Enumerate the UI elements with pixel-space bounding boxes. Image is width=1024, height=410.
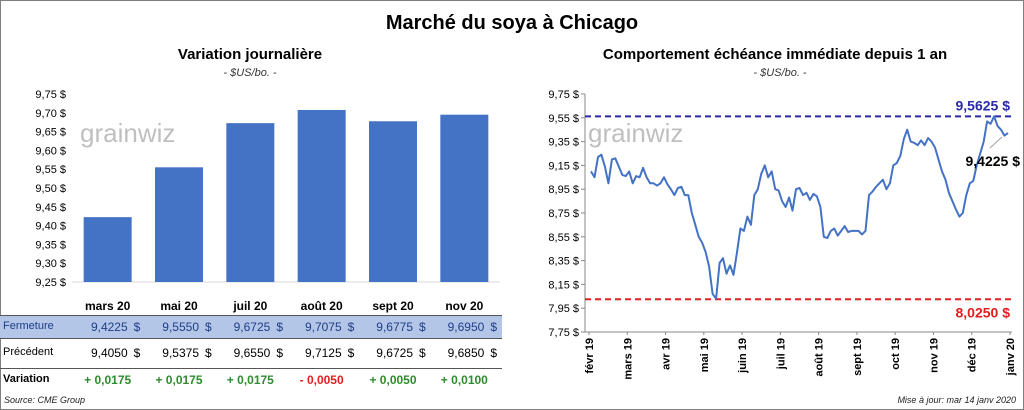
currency-symbol: $	[347, 320, 355, 334]
table-cell: + 0,0100	[440, 373, 488, 387]
currency-symbol: $	[276, 320, 284, 334]
table-cell: 9,7125	[304, 346, 342, 360]
table-cell: 9,6950	[447, 320, 485, 334]
left-chart-unit: - $US/bo. -	[223, 67, 277, 79]
precedent-label: Précédent	[3, 346, 54, 358]
bar	[369, 121, 417, 282]
left-chart-title: Variation journalière	[177, 46, 323, 63]
right-chart-unit: - $US/bo. -	[753, 67, 807, 79]
main-title: Marché du soya à Chicago	[385, 12, 639, 34]
table-cell: 9,5550	[162, 320, 199, 334]
table-cell: 9,7075	[304, 320, 342, 334]
y-tick-label: 9,70 $	[35, 108, 66, 120]
currency-symbol: $	[205, 346, 212, 360]
table-row-fermeture: Fermeture $9,4225 $9,5550 $9,6725 $9,7075 $9…	[0, 315, 502, 339]
fermeture-label: Fermeture	[3, 320, 54, 332]
table-row-variation: Variation + 0,0175 + 0,0175 + 0,0175 - 0,00…	[0, 368, 502, 391]
currency-symbol: $	[419, 346, 426, 360]
table-cell: + 0,0175	[155, 373, 203, 387]
month-label: mai 20	[160, 299, 198, 313]
table-row-precedent: Précédent $9,4050 $9,5375 $9,6550 $9,7125 $9…	[0, 342, 502, 364]
y-tick-label: 9,30 $	[35, 258, 66, 270]
table-cell: 9,6725	[233, 320, 271, 334]
bar	[440, 114, 489, 283]
y-tick-label: 9,35 $	[35, 239, 66, 251]
currency-symbol: $	[133, 320, 141, 334]
currency-symbol: $	[205, 320, 212, 334]
watermark-left: grainwiz	[80, 118, 175, 148]
table-cell: 9,6725	[376, 346, 413, 360]
table-cell: + 0,0175	[226, 373, 274, 387]
table-cell: + 0,0175	[84, 373, 132, 387]
table-cell: - 0,0050	[299, 373, 344, 387]
variation-label: Variation	[3, 373, 50, 385]
currency-symbol: $	[419, 320, 426, 334]
month-label: mars 20	[84, 299, 131, 313]
currency-symbol: $	[133, 346, 141, 360]
bar	[297, 109, 346, 282]
bar	[226, 123, 275, 282]
currency-symbol: $	[490, 346, 498, 360]
y-tick-label: 9,65 $	[35, 127, 66, 139]
update-note: Mise à jour: mar 14 janv 2020	[897, 395, 1016, 405]
y-tick-label: 9,25 $	[35, 277, 66, 289]
source-note: Source: CME Group	[4, 395, 86, 405]
bar-chart: grainwiz 9,75 $ 9,70 $ 9,65 $ 9,60 $ 9,55 $ 9,…	[35, 89, 500, 289]
month-label: août 20	[300, 299, 343, 313]
month-label: juil 20	[233, 299, 268, 313]
table-cell: 9,6850	[447, 346, 485, 360]
currency-symbol: $	[490, 320, 498, 334]
table-cell: + 0,0050	[369, 373, 417, 387]
table-cell: 9,4050	[90, 346, 128, 360]
y-tick-label: 9,55 $	[35, 164, 66, 176]
currency-symbol: $	[347, 346, 355, 360]
bar	[155, 167, 203, 282]
bar	[83, 217, 132, 282]
table-cell: 9,5375	[162, 346, 199, 360]
table-cell: 9,4225	[90, 320, 128, 334]
y-tick-label: 9,75 $	[35, 89, 66, 101]
y-tick-label: 9,60 $	[35, 145, 66, 157]
table-cell: 9,6550	[233, 346, 271, 360]
right-chart-title: Comportement échéance immédiate depuis 1…	[602, 46, 948, 63]
table-cell: 9,6775	[376, 320, 413, 334]
y-tick-label: 9,45 $	[35, 202, 66, 214]
currency-symbol: $	[276, 346, 284, 360]
month-label: sept 20	[372, 299, 414, 313]
y-tick-label: 9,50 $	[35, 183, 66, 195]
month-label: nov 20	[445, 299, 484, 313]
y-tick-label: 9,40 $	[35, 221, 66, 233]
